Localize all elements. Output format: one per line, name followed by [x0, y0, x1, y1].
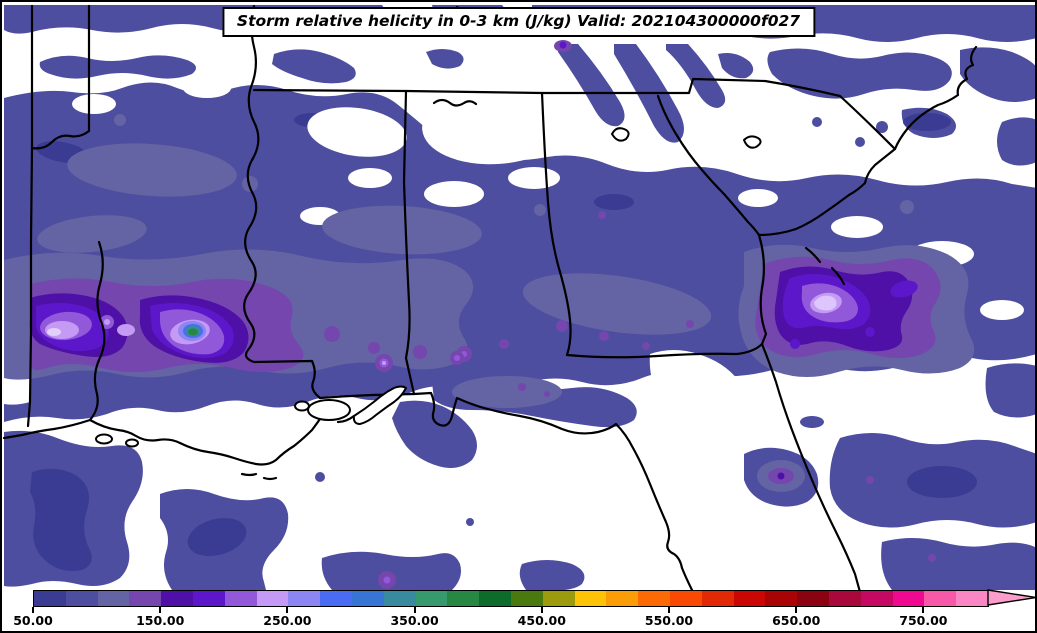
colorbar-segment: [542, 591, 575, 606]
colorbar-tick: [540, 607, 543, 613]
colorbar-segment: [161, 591, 193, 606]
colorbar-extend-arrow: [987, 589, 1035, 606]
west-max: [29, 278, 304, 372]
colorbar-segment: [256, 591, 289, 606]
colorbar-segment: [765, 591, 798, 606]
colorbar-tick-label: 450.00: [517, 613, 566, 628]
state-borders: [26, 4, 897, 428]
colorbar-segment: [828, 591, 861, 606]
colorbar-segment: [956, 591, 988, 606]
colorbar-tick-label: 150.00: [136, 613, 185, 628]
colorbar-segment: [192, 591, 225, 606]
colorbar-left-pad: [2, 588, 31, 631]
colorbar-segment: [129, 591, 162, 606]
colorbar-segment: [320, 591, 352, 606]
colorbar-segment: [34, 591, 66, 606]
coastlines: [2, 45, 978, 596]
lakes: [95, 127, 762, 448]
colorbar-segment: [479, 591, 511, 606]
colorbar-segment: [224, 591, 257, 606]
colorbar-bar: [33, 590, 989, 607]
colorbar-segment: [97, 591, 130, 606]
colorbar-tick-label: 250.00: [263, 613, 312, 628]
colorbar-segment: [733, 591, 766, 606]
atlantic-max: [755, 256, 941, 358]
colorbar-segment: [574, 591, 607, 606]
colorbar-tick-label: 350.00: [390, 613, 439, 628]
colorbar-tick: [159, 607, 162, 613]
colorbar-segment: [669, 591, 702, 606]
colorbar-segment: [860, 591, 893, 606]
colorbar-tick-label: 550.00: [644, 613, 694, 628]
colorbar-tick: [32, 607, 34, 613]
colorbar-segment: [288, 591, 321, 606]
purple-maxima: [324, 40, 936, 589]
colorbar-tick: [668, 607, 670, 613]
chart-title: Storm relative helicity in 0-3 km (J/kg)…: [236, 12, 801, 30]
colorbar-tick: [286, 607, 289, 613]
title-box: Storm relative helicity in 0-3 km (J/kg)…: [221, 7, 816, 37]
colorbar-segment: [383, 591, 416, 606]
colorbar-tick-label: 750.00: [899, 613, 948, 628]
colorbar: 50.00 150.00 250.00 350.00 450.00 550.00 650.0…: [13, 589, 1035, 631]
colorbar-segment: [924, 591, 957, 606]
colorbar-segment: [797, 591, 829, 606]
colorbar-ticks: 50.00 150.00 250.00 350.00 450.00 550.00 650.0…: [13, 590, 1035, 631]
colorbar-segment: [638, 591, 670, 606]
colorbar-segment: [701, 591, 734, 606]
colorbar-segment: [447, 591, 480, 606]
colorbar-segment: [892, 591, 925, 606]
colorbar-segment: [510, 591, 543, 606]
contour-darkest-patches: [30, 113, 977, 571]
colorbar-tick: [413, 607, 416, 613]
colorbar-underlay: [2, 606, 1035, 631]
colorbar-tick-label: 650.00: [772, 613, 821, 628]
colorbar-segment: [65, 591, 98, 606]
colorbar-segment: [415, 591, 448, 606]
colorbar-tick: [922, 607, 925, 613]
colorbar-segment: [606, 591, 639, 606]
colorbar-tick-label: 50.00: [13, 613, 53, 628]
colorbar-tick: [795, 607, 798, 613]
colorbar-segment: [351, 591, 384, 606]
